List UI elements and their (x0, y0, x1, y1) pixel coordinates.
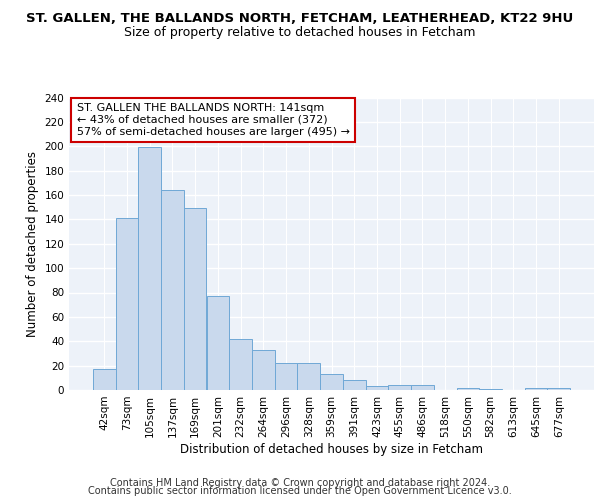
Bar (343, 380, 365, 390)
X-axis label: Distribution of detached houses by size in Fetcham: Distribution of detached houses by size … (180, 442, 483, 456)
Text: Contains HM Land Registry data © Crown copyright and database right 2024.: Contains HM Land Registry data © Crown c… (110, 478, 490, 488)
Bar (547, 388, 570, 390)
Bar (411, 385, 434, 390)
Bar (320, 374, 343, 390)
Bar (275, 363, 298, 390)
Bar (229, 339, 252, 390)
Bar (161, 190, 184, 390)
Bar (206, 296, 229, 390)
Text: ST. GALLEN THE BALLANDS NORTH: 141sqm
← 43% of detached houses are smaller (372): ST. GALLEN THE BALLANDS NORTH: 141sqm ← … (77, 104, 350, 136)
Bar (252, 350, 275, 390)
Bar (298, 363, 320, 390)
Y-axis label: Number of detached properties: Number of detached properties (26, 151, 39, 337)
Bar (184, 208, 206, 390)
Text: ST. GALLEN, THE BALLANDS NORTH, FETCHAM, LEATHERHEAD, KT22 9HU: ST. GALLEN, THE BALLANDS NORTH, FETCHAM,… (26, 12, 574, 26)
Text: Contains public sector information licensed under the Open Government Licence v3: Contains public sector information licen… (88, 486, 512, 496)
Bar (388, 385, 411, 390)
Bar (524, 388, 547, 390)
Bar (93, 370, 116, 390)
Bar (139, 148, 161, 390)
Bar (116, 218, 139, 390)
Text: Size of property relative to detached houses in Fetcham: Size of property relative to detached ho… (124, 26, 476, 39)
Bar (457, 388, 479, 390)
Bar (479, 389, 502, 390)
Bar (365, 386, 388, 390)
